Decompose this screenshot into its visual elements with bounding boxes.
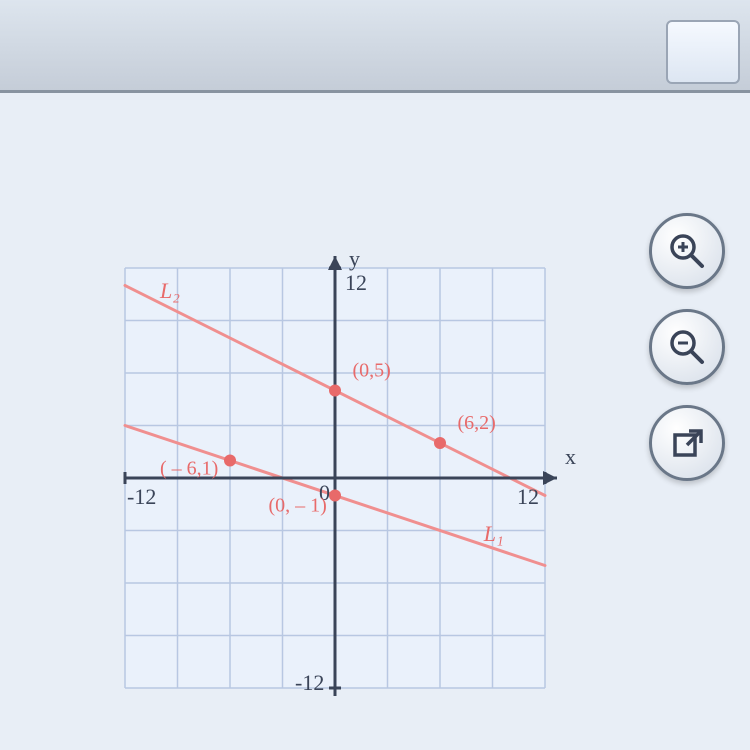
toolbar (0, 0, 750, 93)
svg-text:(0,5): (0,5) (353, 360, 391, 382)
content-area: -1212-1212xy0(0,5)(6,2)( – 6,1)(0, – 1)L… (0, 93, 750, 750)
svg-text:x: x (565, 444, 576, 469)
svg-text:( – 6,1): ( – 6,1) (160, 458, 218, 480)
svg-text:(6,2): (6,2) (458, 412, 496, 434)
graph-controls (649, 213, 725, 481)
coordinate-graph: -1212-1212xy0(0,5)(6,2)( – 6,1)(0, – 1)L… (80, 223, 590, 733)
svg-text:L₂: L₂ (159, 278, 180, 303)
zoom-in-button[interactable] (649, 213, 725, 289)
toolbar-button[interactable] (666, 20, 740, 84)
svg-text:-12: -12 (127, 484, 156, 509)
zoom-out-button[interactable] (649, 309, 725, 385)
svg-text:(0, – 1): (0, – 1) (269, 494, 327, 516)
svg-text:y: y (349, 246, 360, 271)
svg-text:-12: -12 (295, 670, 324, 695)
svg-text:12: 12 (517, 484, 539, 509)
popout-button[interactable] (649, 405, 725, 481)
svg-text:12: 12 (345, 270, 367, 295)
svg-text:L₁: L₁ (483, 521, 504, 546)
